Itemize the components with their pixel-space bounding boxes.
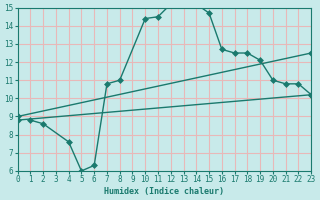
X-axis label: Humidex (Indice chaleur): Humidex (Indice chaleur) [104, 187, 224, 196]
